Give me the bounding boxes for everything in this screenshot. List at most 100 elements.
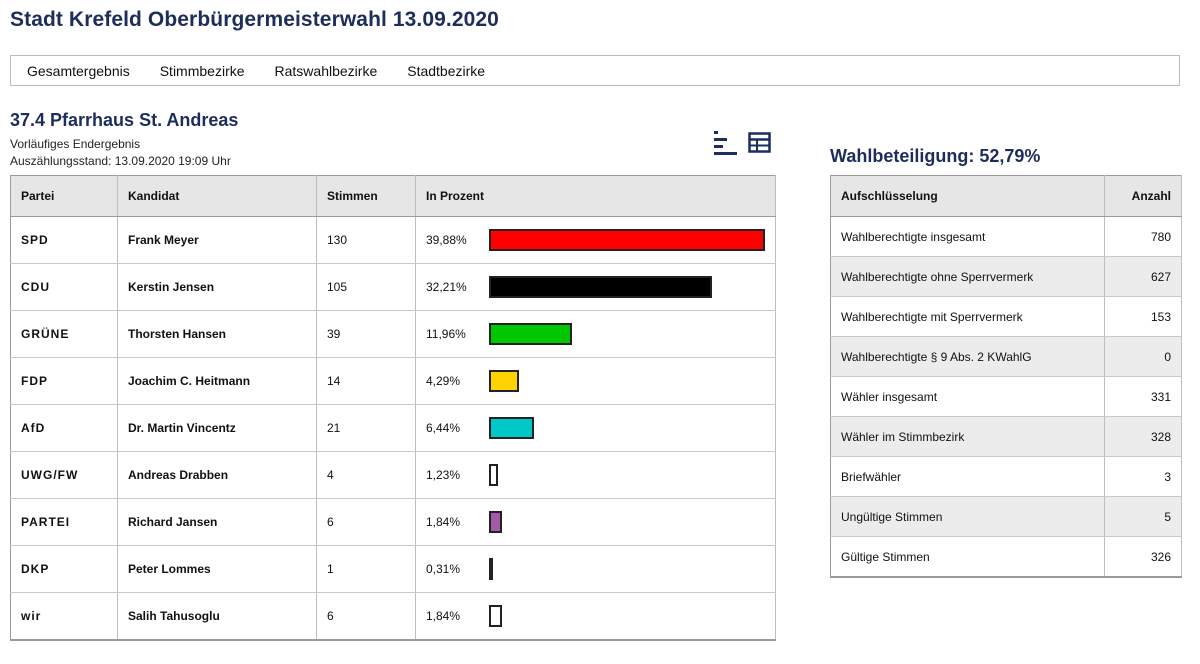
result-row: DKP Peter Lommes 1 0,31% (10, 545, 776, 593)
vote-count: 1 (316, 545, 416, 593)
breakdown-count: 328 (1104, 416, 1182, 457)
result-row: wir Salih Tahusoglu 6 1,84% (10, 592, 776, 641)
vote-share-bar (489, 464, 498, 486)
party-name: CDU (10, 263, 118, 311)
candidate-name: Thorsten Hansen (117, 310, 317, 358)
results-header-row: Partei Kandidat Stimmen In Prozent (10, 175, 776, 217)
breakdown-label: Briefwähler (830, 456, 1105, 497)
turnout-row: Wahlberechtigte § 9 Abs. 2 KWahlG 0 (830, 336, 1182, 377)
breakdown-count: 331 (1104, 376, 1182, 417)
breakdown-count: 3 (1104, 456, 1182, 497)
party-name: wir (10, 592, 118, 641)
col-party: Partei (10, 175, 118, 217)
results-table: Partei Kandidat Stimmen In Prozent SPD Fr… (10, 175, 776, 641)
page-title: Stadt Krefeld Oberbürgermeisterwahl 13.0… (10, 8, 499, 31)
vote-share-bar (489, 370, 519, 392)
turnout-row: Gültige Stimmen 326 (830, 536, 1182, 578)
breakdown-label: Wahlberechtigte ohne Sperrvermerk (830, 256, 1105, 297)
result-row: FDP Joachim C. Heitmann 14 4,29% (10, 357, 776, 405)
candidate-name: Kerstin Jensen (117, 263, 317, 311)
percent-value: 4,29% (426, 374, 461, 388)
breakdown-count: 5 (1104, 496, 1182, 537)
breakdown-label: Wahlberechtigte § 9 Abs. 2 KWahlG (830, 336, 1105, 377)
nav-stimmbezirke[interactable]: Stimmbezirke (159, 62, 245, 79)
percent-value: 1,84% (426, 609, 461, 623)
party-name: PARTEI (10, 498, 118, 546)
percent-value: 39,88% (426, 233, 467, 247)
bar-chart-view-icon[interactable] (714, 130, 738, 158)
turnout-row: Wähler im Stimmbezirk 328 (830, 416, 1182, 457)
breakdown-count: 326 (1104, 536, 1182, 578)
table-view-icon[interactable] (748, 130, 772, 158)
percent-cell: 1,23% (415, 451, 776, 499)
party-name: FDP (10, 357, 118, 405)
vote-share-bar (489, 511, 502, 533)
main-navigation: Gesamtergebnis Stimmbezirke Ratswahlbezi… (10, 55, 1180, 86)
candidate-name: Salih Tahusoglu (117, 592, 317, 641)
percent-cell: 32,21% (415, 263, 776, 311)
breakdown-count: 780 (1104, 216, 1182, 257)
candidate-name: Dr. Martin Vincentz (117, 404, 317, 452)
percent-cell: 11,96% (415, 310, 776, 358)
breakdown-label: Wahlberechtigte insgesamt (830, 216, 1105, 257)
turnout-row: Wahlberechtigte mit Sperrvermerk 153 (830, 296, 1182, 337)
nav-stadtbezirke[interactable]: Stadtbezirke (407, 62, 486, 79)
turnout-header-row: Aufschlüsselung Anzahl (830, 175, 1182, 217)
percent-cell: 1,84% (415, 592, 776, 641)
vote-share-bar (489, 417, 534, 439)
col-count: Anzahl (1104, 175, 1182, 217)
result-row: CDU Kerstin Jensen 105 32,21% (10, 263, 776, 311)
vote-count: 130 (316, 216, 416, 264)
percent-cell: 0,31% (415, 545, 776, 593)
breakdown-count: 627 (1104, 256, 1182, 297)
turnout-title: Wahlbeteiligung: 52,79% (830, 146, 1041, 166)
result-row: SPD Frank Meyer 130 39,88% (10, 216, 776, 264)
result-row: GRÜNE Thorsten Hansen 39 11,96% (10, 310, 776, 358)
percent-value: 0,31% (426, 562, 461, 576)
vote-share-bar (489, 276, 712, 298)
count-timestamp: Auszählungsstand: 13.09.2020 19:09 Uhr (10, 154, 231, 168)
vote-share-bar (489, 323, 572, 345)
col-percent: In Prozent (415, 175, 776, 217)
percent-cell: 6,44% (415, 404, 776, 452)
nav-ratswahlbezirke[interactable]: Ratswahlbezirke (274, 62, 378, 79)
result-status: Vorläufiges Endergebnis (10, 137, 141, 151)
party-name: SPD (10, 216, 118, 264)
percent-value: 1,84% (426, 515, 461, 529)
candidate-name: Peter Lommes (117, 545, 317, 593)
turnout-row: Briefwähler 3 (830, 456, 1182, 497)
vote-count: 6 (316, 498, 416, 546)
result-row: AfD Dr. Martin Vincentz 21 6,44% (10, 404, 776, 452)
turnout-row: Wahlberechtigte insgesamt 780 (830, 216, 1182, 257)
breakdown-label: Gültige Stimmen (830, 536, 1105, 578)
vote-share-bar (489, 605, 502, 627)
party-name: DKP (10, 545, 118, 593)
percent-cell: 1,84% (415, 498, 776, 546)
result-row: PARTEI Richard Jansen 6 1,84% (10, 498, 776, 546)
percent-cell: 39,88% (415, 216, 776, 264)
breakdown-count: 0 (1104, 336, 1182, 377)
vote-share-bar (489, 558, 493, 580)
col-votes: Stimmen (316, 175, 416, 217)
turnout-row: Wähler insgesamt 331 (830, 376, 1182, 417)
breakdown-label: Ungültige Stimmen (830, 496, 1105, 537)
candidate-name: Joachim C. Heitmann (117, 357, 317, 405)
party-name: AfD (10, 404, 118, 452)
turnout-table: Aufschlüsselung Anzahl Wahlberechtigte i… (830, 175, 1182, 578)
breakdown-label: Wähler insgesamt (830, 376, 1105, 417)
vote-count: 21 (316, 404, 416, 452)
breakdown-count: 153 (1104, 296, 1182, 337)
vote-count: 4 (316, 451, 416, 499)
col-candidate: Kandidat (117, 175, 317, 217)
nav-gesamtergebnis[interactable]: Gesamtergebnis (27, 62, 130, 79)
percent-value: 32,21% (426, 280, 467, 294)
result-row: UWG/FW Andreas Drabben 4 1,23% (10, 451, 776, 499)
candidate-name: Frank Meyer (117, 216, 317, 264)
vote-count: 14 (316, 357, 416, 405)
col-breakdown: Aufschlüsselung (830, 175, 1105, 217)
percent-cell: 4,29% (415, 357, 776, 405)
turnout-row: Ungültige Stimmen 5 (830, 496, 1182, 537)
percent-value: 1,23% (426, 468, 461, 482)
vote-count: 6 (316, 592, 416, 641)
view-switcher (714, 130, 772, 158)
